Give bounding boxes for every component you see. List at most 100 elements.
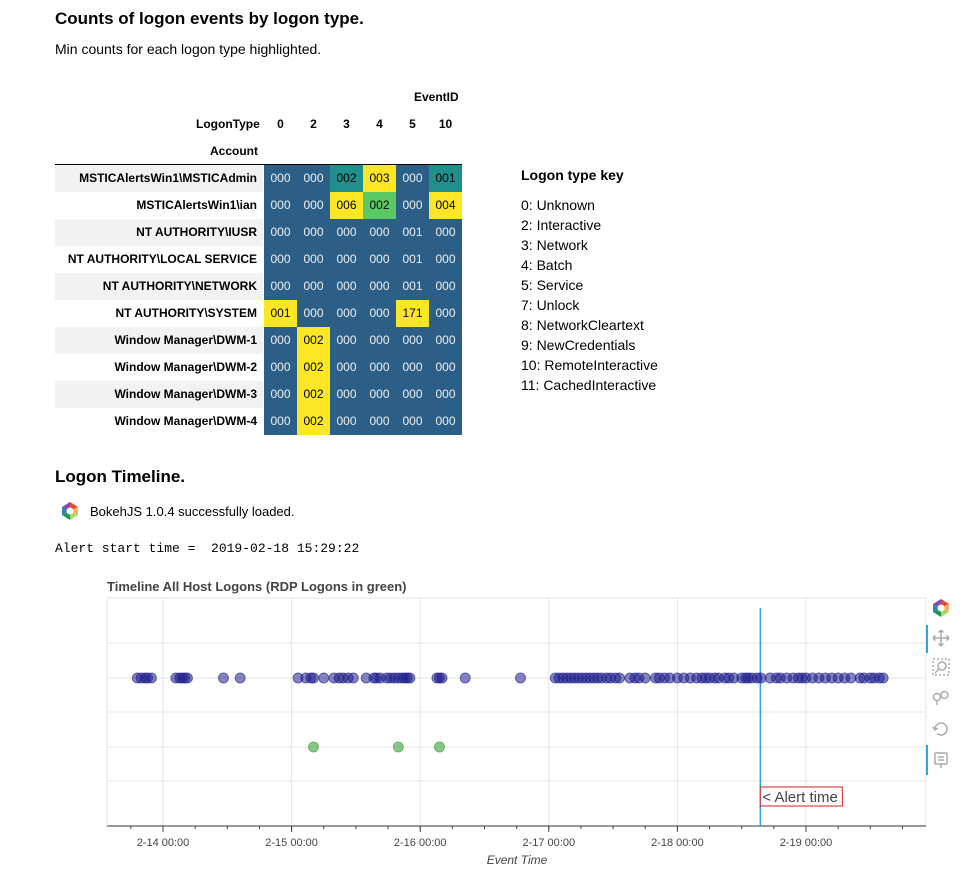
x-tick-label: 2-15 00:00 [265, 837, 318, 849]
chart-title: Timeline All Host Logons (RDP Logons in … [107, 579, 407, 594]
table-cell: 000 [429, 219, 462, 246]
table-cell: 000 [429, 327, 462, 354]
bokeh-logo-icon[interactable] [930, 597, 952, 619]
table-row-account: Window Manager\DWM-1 [55, 327, 263, 354]
table-cell: 000 [363, 246, 396, 273]
table-cell: 000 [330, 327, 363, 354]
logon-point [755, 672, 767, 684]
table-cell: 171 [396, 300, 429, 327]
x-axis-label: Event Time [487, 853, 548, 867]
column-header-0: 0 [277, 117, 284, 131]
pan-active-indicator [926, 625, 928, 653]
table-row-account: NT AUTHORITY\IUSR [55, 219, 263, 246]
table-row-account: Window Manager\DWM-4 [55, 408, 263, 435]
table-cell: 000 [297, 300, 330, 327]
table-cell: 000 [363, 354, 396, 381]
logon-point [145, 672, 157, 684]
table-cell: 002 [297, 354, 330, 381]
table-row-account: Window Manager\DWM-2 [55, 354, 263, 381]
subheading-min-counts: Min counts for each logon type highlight… [55, 41, 322, 57]
pan-icon[interactable] [930, 627, 952, 649]
table-cell: 003 [363, 165, 396, 192]
table-cell: 000 [363, 381, 396, 408]
logon-point [877, 672, 889, 684]
hover-icon[interactable] [930, 749, 952, 771]
table-cell: 000 [264, 192, 297, 219]
table-cell: 000 [396, 408, 429, 435]
table-cell: 001 [396, 219, 429, 246]
table-cell: 000 [363, 273, 396, 300]
logon-point [307, 672, 319, 684]
table-cell: 004 [429, 192, 462, 219]
table-cell: 000 [297, 273, 330, 300]
logon-point [459, 672, 471, 684]
table-cell: 000 [396, 327, 429, 354]
wheel-zoom-icon[interactable] [930, 687, 952, 709]
table-cell: 000 [429, 354, 462, 381]
logon-type-key-item: 9: NewCredentials [521, 337, 636, 353]
table-cell: 000 [330, 354, 363, 381]
column-header-4: 4 [376, 117, 383, 131]
logon-type-key-item: 3: Network [521, 237, 588, 253]
table-cell: 000 [264, 327, 297, 354]
x-tick-label: 2-17 00:00 [522, 837, 575, 849]
heading-logon-counts: Counts of logon events by logon type. [55, 9, 364, 28]
bokeh-loaded-message: BokehJS 1.0.4 successfully loaded. [90, 504, 295, 519]
table-cell: 006 [330, 192, 363, 219]
alert-start-time: Alert start time = 2019-02-18 15:29:22 [55, 541, 360, 556]
table-cell: 000 [363, 327, 396, 354]
column-header-10: 10 [438, 117, 453, 131]
account-header: Account [210, 144, 258, 158]
hover-active-indicator [926, 745, 928, 775]
table-cell: 000 [429, 246, 462, 273]
logon-type-key-item: 2: Interactive [521, 217, 602, 233]
logon-point [404, 672, 416, 684]
table-cell: 000 [330, 219, 363, 246]
zoom-icon[interactable] [930, 656, 952, 678]
column-header-2: 2 [310, 117, 317, 131]
table-cell: 002 [297, 327, 330, 354]
table-cell: 000 [396, 381, 429, 408]
logon-type-key-item: 8: NetworkCleartext [521, 317, 644, 333]
logon-point [217, 672, 229, 684]
logon-type-key-item: 10: RemoteInteractive [521, 357, 658, 373]
table-cell: 000 [396, 192, 429, 219]
table-cell: 002 [297, 408, 330, 435]
logon-point [614, 672, 626, 684]
logon-point [845, 672, 857, 684]
column-header-3: 3 [343, 117, 350, 131]
table-cell: 000 [396, 354, 429, 381]
table-cell: 000 [297, 165, 330, 192]
table-cell: 000 [264, 381, 297, 408]
table-cell: 000 [330, 273, 363, 300]
table-cell: 001 [264, 300, 297, 327]
table-row-account: MSTICAlertsWin1\MSTICAdmin [55, 165, 263, 192]
table-cell: 000 [297, 192, 330, 219]
table-cell: 000 [264, 246, 297, 273]
table-row-account: MSTICAlertsWin1\ian [55, 192, 263, 219]
logon-type-key-item: 5: Service [521, 277, 584, 293]
eventid-header: EventID [414, 90, 459, 104]
rdp-logon-point [392, 741, 404, 753]
x-tick-label: 2-19 00:00 [780, 837, 833, 849]
heading-logon-timeline: Logon Timeline. [55, 467, 186, 486]
table-cell: 000 [363, 408, 396, 435]
logon-type-key-title: Logon type key [521, 167, 624, 183]
table-cell: 000 [363, 300, 396, 327]
alert-time-label: < Alert time [762, 789, 837, 806]
logon-point [181, 672, 193, 684]
x-tick-label: 2-14 00:00 [137, 837, 190, 849]
table-cell: 000 [264, 273, 297, 300]
logon-point [234, 672, 246, 684]
table-cell: 000 [363, 219, 396, 246]
reset-icon[interactable] [930, 718, 952, 740]
x-tick-label: 2-16 00:00 [394, 837, 447, 849]
logon-type-key-item: 4: Batch [521, 257, 573, 273]
table-cell: 000 [330, 381, 363, 408]
table-cell: 002 [363, 192, 396, 219]
table-cell: 001 [429, 165, 462, 192]
table-row-account: NT AUTHORITY\LOCAL SERVICE [55, 246, 263, 273]
table-row-account: NT AUTHORITY\SYSTEM [55, 300, 263, 327]
logon-type-key-item: 11: CachedInteractive [521, 377, 657, 393]
